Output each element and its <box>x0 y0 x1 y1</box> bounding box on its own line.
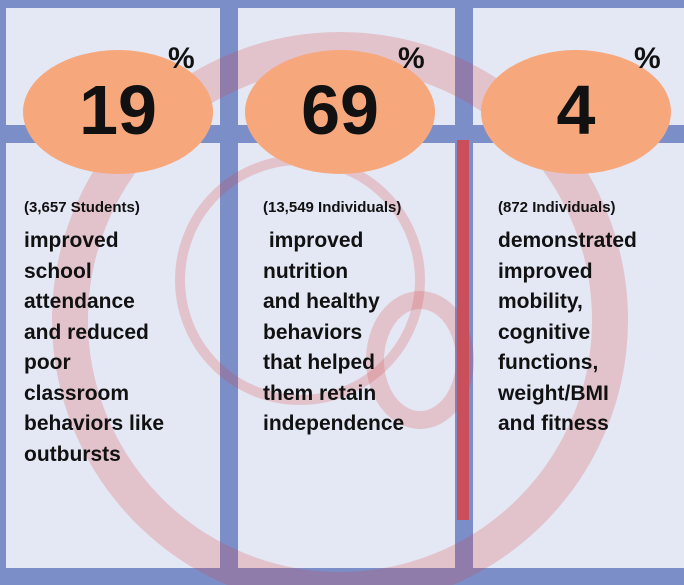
description-line: classroom <box>24 382 129 406</box>
description-line: mobility, <box>498 290 583 314</box>
description-line: that helped <box>263 351 375 375</box>
description-line: improved <box>263 229 363 253</box>
description-line: poor <box>24 351 71 375</box>
description-line: behaviors like <box>24 412 164 436</box>
infographic: 19% (3,657 Students) improved school attenda… <box>0 0 684 585</box>
description-line: weight/BMI <box>498 382 609 406</box>
description-line: behaviors <box>263 321 362 345</box>
count: (13,549 Individuals) <box>263 199 401 216</box>
description-line: them retain <box>263 382 376 406</box>
percent-sign: % <box>398 42 425 76</box>
percent-number: 69 <box>245 70 435 150</box>
description-line: independence <box>263 412 404 436</box>
description-line: cognitive <box>498 321 590 345</box>
description-line: and healthy <box>263 290 380 314</box>
description-line: improved <box>498 260 593 284</box>
description-line: improved <box>24 229 119 253</box>
description-line: functions, <box>498 351 598 375</box>
count: (3,657 Students) <box>24 199 140 216</box>
percent-number: 19 <box>23 70 213 150</box>
description-line: attendance <box>24 290 135 314</box>
description-line: demonstrated <box>498 229 637 253</box>
percent-sign: % <box>634 42 661 76</box>
percent-number: 4 <box>481 70 671 150</box>
description-line: and fitness <box>498 412 609 436</box>
count: (872 Individuals) <box>498 199 616 216</box>
description-line: and reduced <box>24 321 149 345</box>
description-line: school <box>24 260 92 284</box>
percent-sign: % <box>168 42 195 76</box>
description-line: outbursts <box>24 443 121 467</box>
description-line: nutrition <box>263 260 348 284</box>
decoration-bar <box>457 140 469 520</box>
